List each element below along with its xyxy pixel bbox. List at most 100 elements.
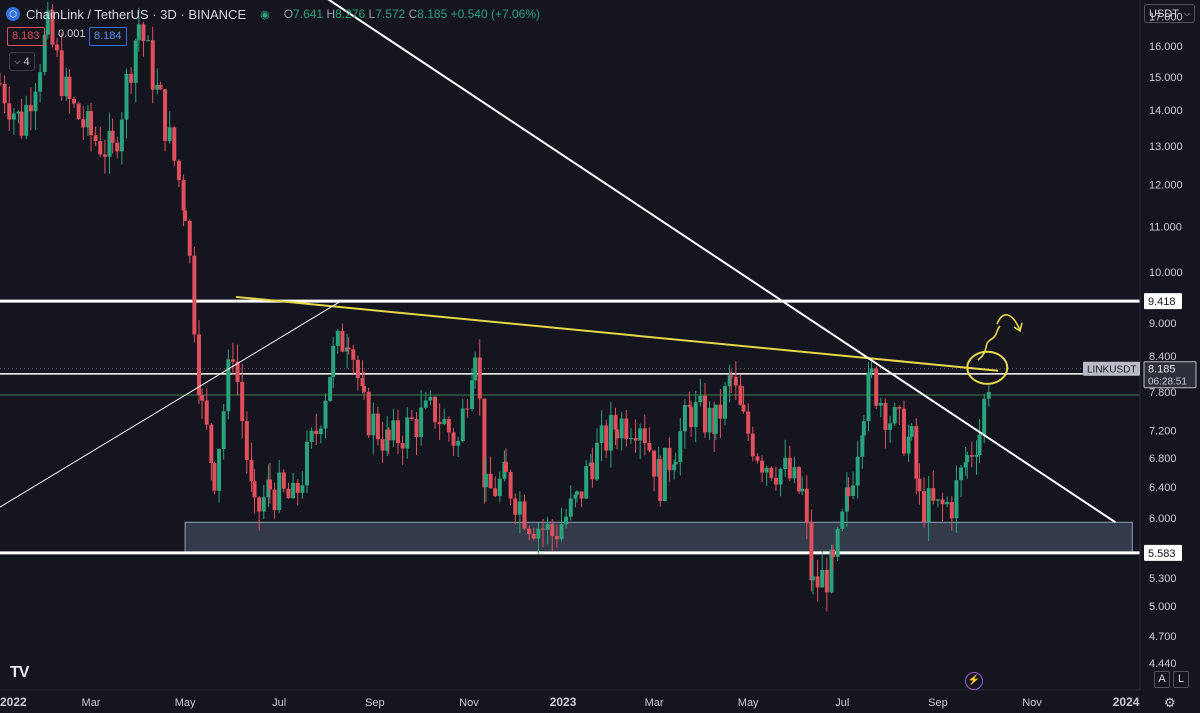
price-tick-label: 5.300 (1149, 573, 1177, 585)
symbol-header[interactable]: ⬡ ChainLink / TetherUS · 3D · BINANCE ◉ … (6, 5, 540, 23)
candle-body (2, 83, 7, 104)
candle-body (658, 459, 663, 502)
candle-body (477, 357, 482, 399)
candle-body (940, 499, 945, 505)
trendline[interactable] (293, 0, 1116, 524)
candle-body (959, 467, 964, 481)
candle-body (550, 523, 555, 537)
candle-body (800, 488, 805, 492)
candle-body (672, 464, 677, 471)
price-tick-label: 11.000 (1149, 221, 1182, 233)
candle-body (465, 408, 470, 410)
candle-body (892, 407, 897, 424)
price-tick-label: 6.000 (1149, 513, 1177, 525)
price-tick-label: 14.000 (1149, 105, 1183, 117)
open-label: O (283, 7, 294, 21)
candle-body (901, 408, 906, 454)
candle-body (917, 478, 922, 492)
candle-body (405, 417, 410, 449)
candle-body (861, 421, 866, 436)
candle-body (633, 437, 638, 441)
candle-body (541, 528, 546, 530)
candle-body (209, 424, 214, 464)
price-tick-label: 12.000 (1149, 179, 1183, 191)
candle-body (497, 478, 502, 497)
candle-body (810, 576, 815, 581)
candle-body (331, 345, 336, 378)
candle-body (809, 521, 814, 581)
candle-body (366, 391, 371, 436)
candle-body (267, 479, 272, 490)
annotations (966, 314, 1023, 385)
candle-body (986, 391, 991, 399)
auto-scale-button[interactable]: A (1154, 671, 1170, 688)
candle-body (682, 404, 687, 432)
candle-body (176, 160, 181, 181)
candle-body (883, 402, 888, 430)
candle-body (755, 456, 760, 461)
candle-body (196, 334, 201, 396)
candle-body (141, 24, 146, 42)
candle-body (792, 467, 797, 479)
chevron-down-icon: ⌵ (14, 56, 21, 66)
candle-body (579, 491, 584, 499)
candle-body (300, 485, 305, 493)
candle-body (230, 359, 235, 362)
price-tick-label: 10.000 (1149, 267, 1183, 279)
indicators-toggle[interactable]: ⌵ 4 (9, 52, 35, 71)
candle-body (909, 426, 914, 437)
candle-body (584, 466, 589, 499)
candle-body (508, 471, 513, 499)
candle-body (922, 491, 927, 523)
candle-body (252, 481, 257, 498)
sell-button[interactable]: 8.183 (7, 27, 45, 46)
candle-body (291, 482, 296, 499)
trendline[interactable] (235, 295, 999, 372)
candle-body (624, 418, 629, 440)
price-tick-label: 15.000 (1149, 72, 1183, 84)
candle-body (488, 473, 493, 489)
price-tick-label: 9.000 (1149, 318, 1177, 330)
highlight-circle[interactable] (966, 350, 1009, 385)
high-label: H (326, 7, 336, 21)
low-value: 7.572 (375, 7, 406, 21)
candle-body (974, 455, 979, 457)
candle-body (24, 105, 29, 136)
buy-button[interactable]: 8.184 (89, 27, 127, 46)
candle-body (217, 449, 222, 491)
time-tick-label: Nov (459, 697, 479, 709)
ohlc-values: O7.641 H8.276 L7.572 C8.185 +0.540 (+7.0… (284, 7, 540, 21)
candle-body (874, 368, 879, 406)
candle-body (860, 435, 865, 457)
candle-body (729, 375, 734, 378)
candle-body (272, 489, 277, 511)
candle-body (564, 516, 569, 525)
candle-body (615, 429, 620, 439)
candle-body (328, 377, 333, 401)
flash-icon[interactable]: ⚡ (965, 672, 983, 690)
currency-select[interactable]: USDT ⌵ (1144, 4, 1195, 23)
candle-body (414, 419, 419, 437)
symbol-title[interactable]: ChainLink / TetherUS · 3D · BINANCE (26, 6, 247, 22)
candle-body (773, 477, 778, 485)
candle-body (573, 494, 578, 499)
close-label: C (408, 7, 418, 21)
log-scale-button[interactable]: L (1173, 671, 1189, 688)
candle-body (50, 10, 55, 45)
candle-body (181, 180, 186, 211)
candle-body (869, 368, 874, 373)
gear-icon[interactable]: ⚙ (1164, 695, 1176, 710)
last-price-box (1143, 361, 1197, 389)
candle-body (249, 459, 254, 482)
candle-body (409, 417, 414, 420)
candle-body (769, 467, 774, 478)
breakout-arrow[interactable] (977, 325, 1001, 361)
time-tick-label: Sep (928, 697, 948, 709)
candle-body (678, 431, 683, 462)
candle-body (64, 76, 69, 97)
support-zone-box[interactable] (184, 521, 1133, 554)
trendline[interactable] (0, 300, 342, 518)
candle-body (760, 460, 765, 473)
